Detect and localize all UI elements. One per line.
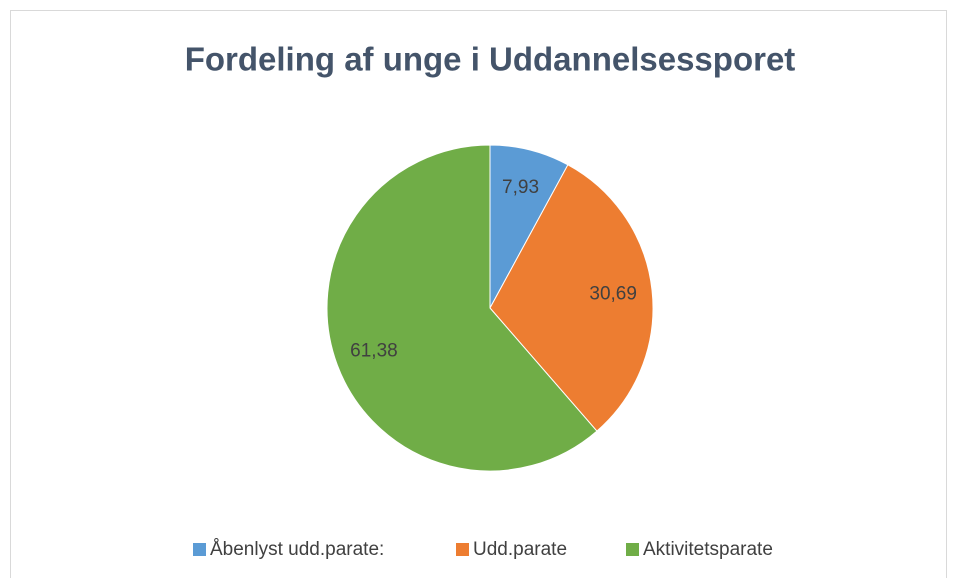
legend-swatch — [626, 543, 639, 556]
legend-label: Udd.parate — [473, 539, 567, 560]
data-label: 7,93 — [502, 177, 539, 198]
legend-swatch — [193, 543, 206, 556]
legend-label: Aktivitetsparate — [643, 539, 773, 560]
pie-slice — [326, 144, 598, 472]
legend-label: Åbenlyst udd.parate: — [210, 539, 384, 560]
data-label: 61,38 — [350, 340, 398, 361]
pie-slice — [489, 164, 654, 432]
legend-swatch — [456, 543, 469, 556]
chart-title: Fordeling af unge i Uddannelsessporet — [185, 41, 796, 78]
data-label: 30,69 — [589, 284, 637, 305]
